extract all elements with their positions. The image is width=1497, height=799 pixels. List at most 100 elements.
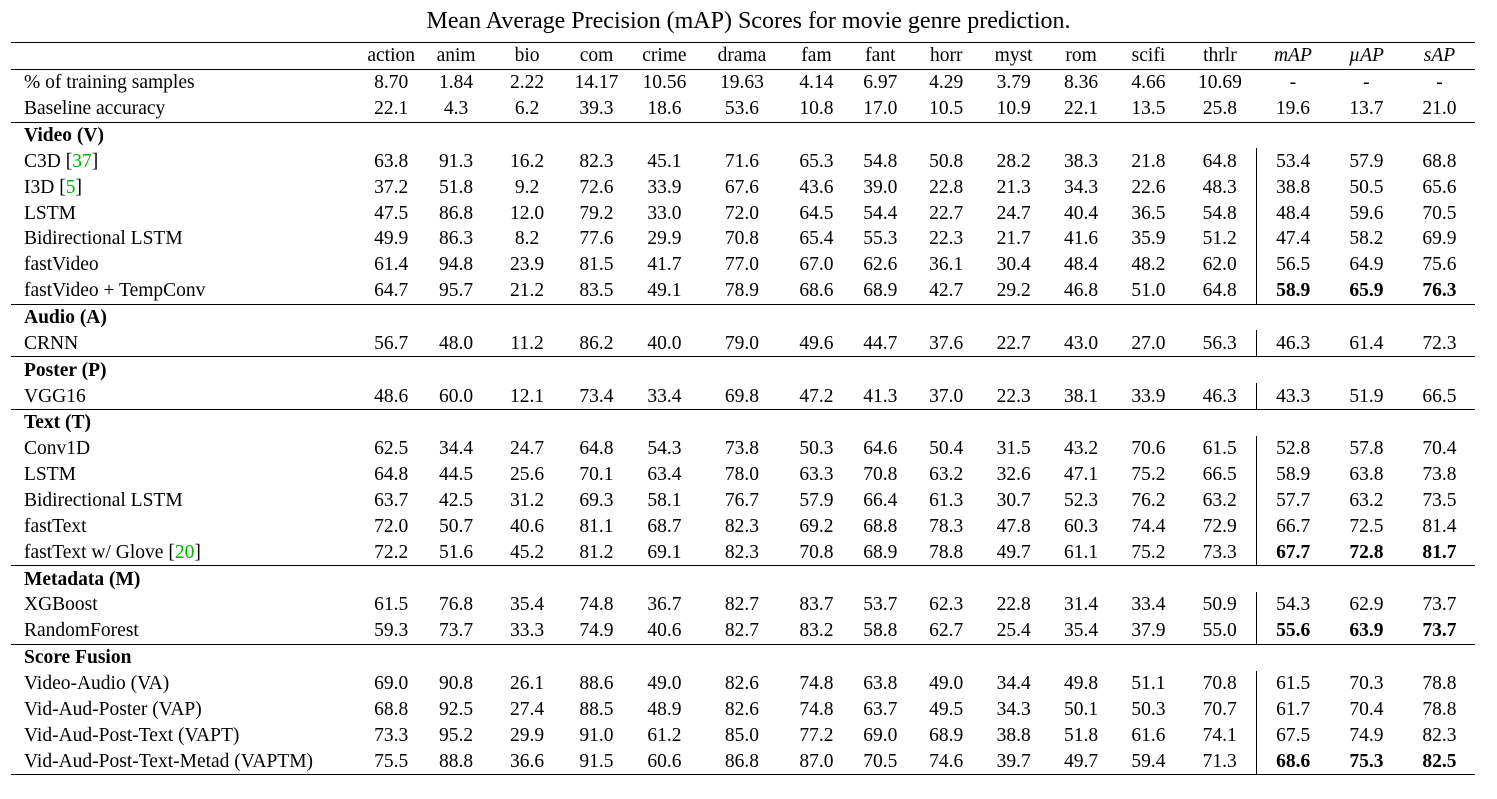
genre-score-cell: 27.4 xyxy=(509,698,545,720)
genre-score-cell: 82.7 xyxy=(724,620,760,642)
genre-score-cell: 64.6 xyxy=(863,438,898,460)
genre-score-cell: 42.7 xyxy=(929,280,964,302)
genre-score-cell: 33.4 xyxy=(1131,594,1166,616)
metric-score-cell: 63.9 xyxy=(1349,620,1384,642)
section-header-filler xyxy=(361,643,1475,671)
genre-score-cell: 69.8 xyxy=(724,385,760,407)
genre-score-cell: 77.0 xyxy=(724,254,760,276)
column-header: rom xyxy=(1048,42,1114,70)
section-header-row: Audio (A) xyxy=(11,303,1475,331)
genre-score-cell: 68.7 xyxy=(647,515,682,537)
row-label: RandomForest xyxy=(11,618,362,644)
genre-score-cell: 12.1 xyxy=(509,385,545,407)
table-row: fastVideo + TempConv 64.7 95.7 21.2 83.5 49.1… xyxy=(11,277,1475,305)
genre-score-cell: 76.8 xyxy=(439,594,474,616)
metric-score-cell: 57.9 xyxy=(1349,150,1384,172)
genre-score-cell: 31.4 xyxy=(1063,594,1099,616)
metric-score-cell: 73.7 xyxy=(1422,620,1457,642)
genre-score-cell: 49.0 xyxy=(647,673,682,695)
genre-score-cell: 34.4 xyxy=(439,438,474,460)
metric-score-cell: 19.6 xyxy=(1275,98,1310,120)
genre-score-cell: 17.0 xyxy=(863,98,898,120)
metric-score-cell: - xyxy=(1328,68,1404,96)
row-label-text: fastVideo + TempConv xyxy=(24,280,206,302)
genre-score-cell: 75.5 xyxy=(361,748,421,776)
row-label-text: VGG16 xyxy=(24,385,86,407)
column-header: bio xyxy=(491,42,563,70)
genre-score-cell: 22.1 xyxy=(1063,98,1099,120)
table-row: fastVideo 61.4 94.8 23.9 81.5 41.7 77.0 67.0 62.… xyxy=(11,251,1475,278)
metric-score-cell: 13.7 xyxy=(1349,98,1384,120)
row-label-text: Baseline accuracy xyxy=(24,98,166,120)
genre-score-cell: 73.4 xyxy=(579,385,614,407)
genre-score-cell: 62.5 xyxy=(374,438,409,460)
genre-score-cell: 91.0 xyxy=(579,724,614,746)
genre-score-cell: 70.7 xyxy=(1202,698,1237,720)
genre-score-cell: 31.2 xyxy=(509,490,545,512)
genre-score-cell: 63.7 xyxy=(374,490,409,512)
citation-link[interactable]: 5 xyxy=(65,176,76,198)
metric-score-cell: 78.8 xyxy=(1422,673,1457,695)
table-row: Video-Audio (VA) 69.0 90.8 26.1 88.6 49.0 82.6… xyxy=(11,670,1475,697)
genre-score-cell: 30.4 xyxy=(996,254,1031,276)
genre-score-cell: 34.4 xyxy=(996,673,1031,695)
metric-score-cell: 72.5 xyxy=(1349,515,1384,537)
table-row: VGG16 48.6 60.0 12.1 73.4 33.4 69.8 47.2 41.3 37.… xyxy=(11,383,1475,410)
genre-score-cell: 52.3 xyxy=(1063,490,1099,512)
genre-score-cell: 50.8 xyxy=(929,150,964,172)
table-row: fastText w/ Glove [20] 72.2 51.6 45.2 81.2 69… xyxy=(11,539,1475,566)
genre-score-cell: 63.7 xyxy=(863,698,898,720)
column-header: fam xyxy=(785,42,848,70)
genre-score-cell: 25.6 xyxy=(509,464,545,486)
table-row: C3D [37] 63.8 91.3 16.2 82.3 45.1 71.6 65.3 54.8… xyxy=(11,148,1475,175)
table-row: Vid-Aud-Post-Text (VAPT) 73.3 95.2 29.9 91.0… xyxy=(11,722,1475,749)
genre-score-cell: 6.97 xyxy=(847,68,914,96)
genre-score-cell: 36.7 xyxy=(647,594,682,616)
genre-score-cell: 38.3 xyxy=(1063,150,1099,172)
metric-score-cell: 81.7 xyxy=(1422,541,1457,563)
genre-score-cell: 82.6 xyxy=(724,673,760,695)
genre-score-cell: 82.3 xyxy=(579,150,614,172)
genre-score-cell: 61.3 xyxy=(929,490,964,512)
metric-score-cell: 75.3 xyxy=(1328,748,1404,776)
genre-score-cell: 82.3 xyxy=(724,515,760,537)
metric-score-cell: 70.4 xyxy=(1349,698,1384,720)
genre-score-cell: 37.9 xyxy=(1131,620,1166,642)
metric-score-cell: 72.3 xyxy=(1422,332,1457,354)
genre-score-cell: 74.4 xyxy=(1131,515,1166,537)
genre-score-cell: 53.7 xyxy=(863,594,898,616)
genre-score-cell: 37.2 xyxy=(374,176,409,198)
genre-score-cell: 61.5 xyxy=(374,594,409,616)
genre-score-cell: 72.2 xyxy=(374,541,409,563)
genre-score-cell: 43.6 xyxy=(799,176,834,198)
genre-score-cell: 44.5 xyxy=(439,464,474,486)
genre-score-cell: 33.3 xyxy=(509,620,545,642)
metric-header: sAP xyxy=(1403,42,1475,70)
genre-score-cell: 49.9 xyxy=(374,228,409,250)
genre-score-cell: 70.8 xyxy=(1202,673,1237,695)
metric-score-cell: 55.6 xyxy=(1256,617,1329,645)
genre-score-cell: 14.17 xyxy=(562,68,631,96)
citation-link[interactable]: 37 xyxy=(72,150,92,172)
metric-score-cell: 58.2 xyxy=(1349,228,1384,250)
genre-score-cell: 43.0 xyxy=(1063,332,1099,354)
genre-score-cell: 73.3 xyxy=(374,724,409,746)
genre-score-cell: 36.5 xyxy=(1131,202,1166,224)
genre-score-cell: 48.4 xyxy=(1063,254,1099,276)
genre-score-cell: 38.1 xyxy=(1063,385,1099,407)
genre-score-cell: 69.3 xyxy=(579,490,614,512)
row-label: C3D [37] xyxy=(24,150,99,172)
genre-score-cell: 72.0 xyxy=(374,515,409,537)
row-label: Vid-Aud-Poster (VAP) xyxy=(11,696,362,722)
row-label: Bidirectional LSTM xyxy=(11,488,362,514)
metric-score-cell: 46.3 xyxy=(1256,330,1329,357)
metric-score-cell: 54.3 xyxy=(1256,592,1329,618)
genre-score-cell: 50.4 xyxy=(929,438,964,460)
genre-score-cell: 73.7 xyxy=(439,620,474,642)
row-label-text: fastText xyxy=(24,515,87,537)
genre-score-cell: 81.5 xyxy=(579,254,614,276)
genre-score-cell: 86.2 xyxy=(579,332,614,354)
genre-score-cell: 33.9 xyxy=(1131,385,1166,407)
metric-score-cell: 81.4 xyxy=(1422,515,1457,537)
citation-link[interactable]: 20 xyxy=(174,541,195,563)
